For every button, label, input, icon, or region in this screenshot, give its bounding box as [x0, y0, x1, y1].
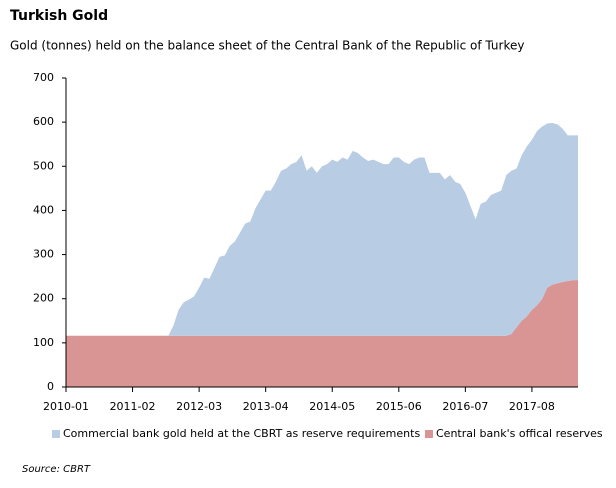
chart-subtitle: Gold (tonnes) held on the balance sheet … [10, 39, 524, 53]
x-tick-label: 2015-06 [376, 400, 422, 413]
y-tick-label: 700 [33, 71, 54, 84]
x-tick-label: 2016-07 [442, 400, 488, 413]
area [66, 123, 578, 336]
x-tick-label: 2011-02 [110, 400, 156, 413]
x-tick-label: 2013-04 [243, 400, 289, 413]
y-tick-label: 600 [33, 115, 54, 128]
y-tick-label: 300 [33, 248, 54, 261]
legend-swatch [52, 430, 60, 438]
y-tick-label: 400 [33, 203, 54, 216]
chart-title: Turkish Gold [10, 8, 108, 24]
x-tick-label: 2010-01 [43, 400, 89, 413]
y-tick-label: 200 [33, 292, 54, 305]
legend-label: Commercial bank gold held at the CBRT as… [63, 427, 420, 440]
y-tick-label: 100 [33, 336, 54, 349]
x-tick-label: 2014-05 [309, 400, 355, 413]
x-tick-label: 2017-08 [509, 400, 555, 413]
legend-label: Central bank's offical reserves [436, 427, 603, 440]
y-tick-label: 0 [47, 380, 54, 393]
x-tick-label: 2012-03 [176, 400, 222, 413]
area [66, 280, 578, 387]
y-tick-label: 500 [33, 159, 54, 172]
source: Source: CBRT [22, 464, 91, 475]
legend-swatch [425, 430, 433, 438]
